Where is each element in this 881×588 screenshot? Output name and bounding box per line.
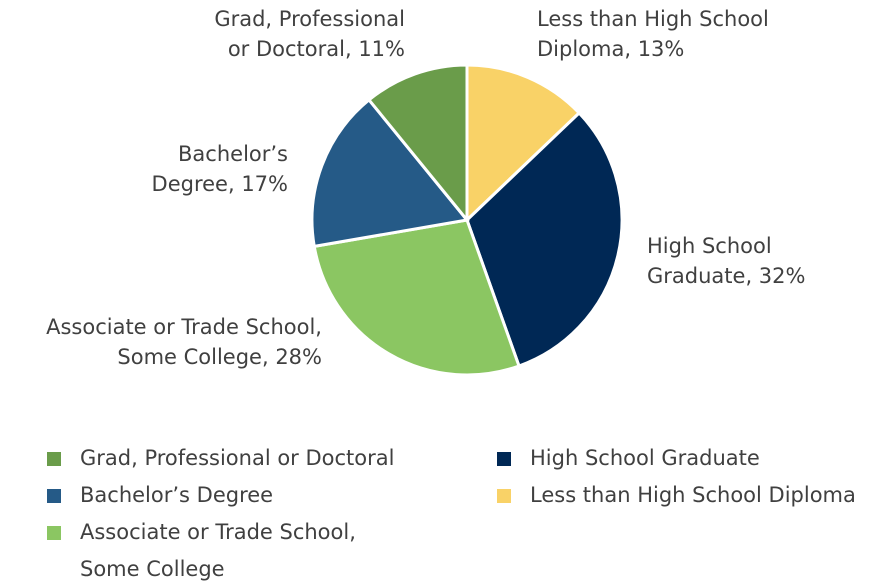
legend-item: Bachelor’s Degree <box>47 477 420 514</box>
legend-swatch <box>47 489 61 503</box>
legend-item: Associate or Trade School, Some College <box>47 514 420 588</box>
pie-slice <box>366 63 469 225</box>
data-label: or Doctoral, 11% <box>228 37 405 61</box>
legend-label: Associate or Trade School, Some College <box>80 520 356 581</box>
data-label: Associate or Trade School, <box>46 315 322 339</box>
legend-label: High School Graduate <box>530 446 760 470</box>
legend-item: High School Graduate <box>497 440 870 477</box>
legend-item: Less than High School Diploma <box>497 477 870 514</box>
legend-label: Grad, Professional or Doctoral <box>80 446 395 470</box>
legend-swatch <box>47 452 61 466</box>
legend-swatch <box>497 489 511 503</box>
data-label: Degree, 17% <box>152 172 288 196</box>
data-label: Graduate, 32% <box>647 264 805 288</box>
data-label: Bachelor’s <box>178 142 288 166</box>
data-label: Grad, Professional <box>214 7 405 31</box>
pie-area: Less than High School Diploma, 13% High Sc… <box>46 7 805 377</box>
pie-slice <box>312 218 521 377</box>
legend-item: Grad, Professional or Doctoral <box>47 440 420 477</box>
data-label: High School <box>647 234 772 258</box>
pie-slice <box>465 63 582 224</box>
data-label: Less than High School <box>537 7 769 31</box>
legend-swatch <box>497 452 511 466</box>
data-label: Diploma, 13% <box>537 37 684 61</box>
data-label: Some College, 28% <box>117 345 322 369</box>
pie-slice <box>310 97 470 249</box>
legend-swatch <box>47 526 61 540</box>
legend-label: Bachelor’s Degree <box>80 483 274 507</box>
pie-slice <box>465 110 624 368</box>
legend-label: Less than High School Diploma <box>530 483 856 507</box>
